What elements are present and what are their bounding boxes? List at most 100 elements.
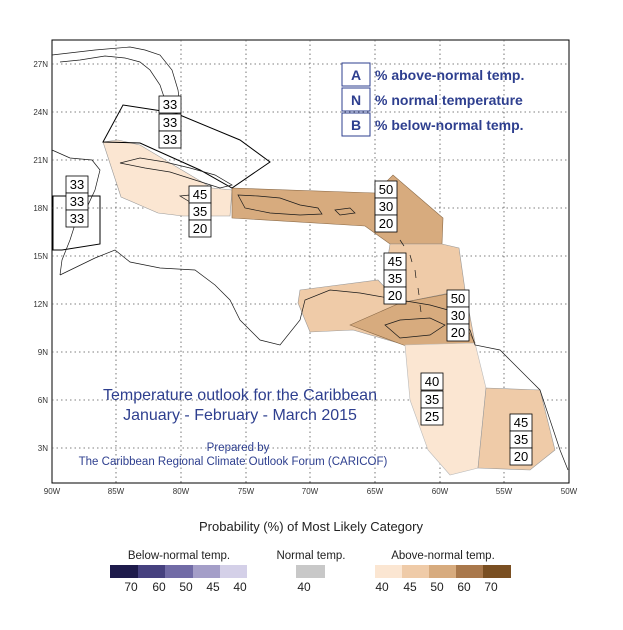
below-normal-label: Below-normal temp. bbox=[128, 550, 230, 562]
below-swatch bbox=[138, 565, 165, 578]
normal-value: 35 bbox=[388, 271, 402, 286]
normal-label: Normal temp. bbox=[276, 550, 345, 562]
above-value: 40 bbox=[425, 374, 439, 389]
key-below-letter: B bbox=[351, 117, 361, 133]
coast-lesser-antilles bbox=[399, 239, 422, 313]
normal-value: 33 bbox=[163, 115, 177, 130]
lon-label: 80W bbox=[173, 487, 190, 496]
lat-label: 24N bbox=[33, 108, 48, 117]
above-swatch bbox=[402, 565, 429, 578]
probability-boxes: 33 33 33 33 33 33 45 35 20 50 30 bbox=[65, 95, 533, 466]
lat-label: 9N bbox=[38, 348, 48, 357]
below-value: 20 bbox=[379, 216, 393, 231]
normal-scale-value: 40 bbox=[297, 580, 311, 594]
above-value: 33 bbox=[163, 97, 177, 112]
below-swatch bbox=[110, 565, 138, 578]
below-scale-value: 60 bbox=[152, 580, 166, 594]
lon-label: 70W bbox=[302, 487, 319, 496]
below-swatch bbox=[220, 565, 247, 578]
above-value: 33 bbox=[70, 177, 84, 192]
below-scale-value: 45 bbox=[206, 580, 220, 594]
below-value: 25 bbox=[425, 409, 439, 424]
above-normal-label: Above-normal temp. bbox=[391, 550, 495, 562]
normal-scale: Normal temp. 40 bbox=[276, 550, 345, 594]
above-swatch bbox=[483, 565, 511, 578]
key-below-text: % below-normal temp. bbox=[375, 117, 524, 133]
lon-label: 50W bbox=[561, 487, 578, 496]
below-swatch bbox=[193, 565, 220, 578]
above-swatch bbox=[429, 565, 456, 578]
key-above-text: % above-normal temp. bbox=[375, 67, 524, 83]
normal-value: 35 bbox=[193, 204, 207, 219]
region-suriname-french-guiana: 45 35 20 bbox=[509, 413, 533, 466]
lon-label: 65W bbox=[367, 487, 384, 496]
coast-hispaniola bbox=[237, 194, 323, 216]
below-swatch bbox=[165, 565, 193, 578]
key-normal-text: % normal temperature bbox=[375, 92, 523, 108]
map-title-line1: Temperature outlook for the Caribbean bbox=[103, 387, 377, 404]
region-bahamas: 33 33 33 bbox=[158, 95, 182, 149]
below-scale-value: 40 bbox=[233, 580, 247, 594]
above-scale-value: 45 bbox=[403, 580, 417, 594]
prepared-by: Prepared by bbox=[207, 442, 270, 454]
above-scale-value: 50 bbox=[430, 580, 444, 594]
lon-label: 90W bbox=[44, 487, 61, 496]
above-swatch bbox=[456, 565, 483, 578]
category-key: A N B % above-normal temp. % normal temp… bbox=[341, 62, 524, 137]
below-scale-value: 50 bbox=[179, 580, 193, 594]
region-bahamas-outline bbox=[102, 104, 271, 189]
coast-trinidad bbox=[384, 317, 446, 339]
lat-label: 18N bbox=[33, 204, 48, 213]
above-value: 45 bbox=[193, 187, 207, 202]
above-swatch bbox=[375, 565, 402, 578]
below-normal-scale: Below-normal temp. 70 60 50 45 40 bbox=[110, 550, 247, 594]
above-value: 50 bbox=[379, 182, 393, 197]
below-value: 20 bbox=[514, 449, 528, 464]
region-guyana-venezuela: 40 35 25 bbox=[420, 372, 444, 426]
lat-label: 27N bbox=[33, 60, 48, 69]
coast-central-america bbox=[59, 249, 449, 346]
coast-south-america bbox=[447, 309, 569, 471]
above-value: 45 bbox=[388, 254, 402, 269]
coast-cuba bbox=[119, 157, 233, 189]
region-lesser-antilles: 45 35 20 bbox=[383, 252, 407, 305]
normal-value: 30 bbox=[451, 308, 465, 323]
lon-label: 60W bbox=[432, 487, 449, 496]
normal-value: 33 bbox=[70, 194, 84, 209]
below-value: 20 bbox=[388, 288, 402, 303]
region-southern-caribbean: 50 30 20 bbox=[446, 289, 470, 342]
forum-name: The Caribbean Regional Climate Outlook F… bbox=[79, 456, 388, 468]
normal-value: 35 bbox=[425, 392, 439, 407]
below-value: 20 bbox=[451, 325, 465, 340]
lon-label: 85W bbox=[108, 487, 125, 496]
lat-label: 15N bbox=[33, 252, 48, 261]
latitude-labels: 27N 24N 21N 18N 15N 12N 9N 6N 3N bbox=[33, 60, 48, 453]
lon-label: 55W bbox=[496, 487, 513, 496]
lat-label: 12N bbox=[33, 300, 48, 309]
above-value: 50 bbox=[451, 291, 465, 306]
region-greater-antilles-east: 50 30 20 bbox=[374, 180, 398, 233]
longitude-labels: 90W 85W 80W 75W 70W 65W 60W 55W 50W bbox=[44, 487, 578, 496]
key-above-letter: A bbox=[351, 67, 361, 83]
coast-yucatan bbox=[51, 149, 101, 276]
normal-value: 30 bbox=[379, 199, 393, 214]
coast-puerto-rico bbox=[334, 207, 356, 216]
above-normal-scale: Above-normal temp. 40 45 50 60 70 bbox=[375, 550, 511, 594]
region-jamaica: 45 35 20 bbox=[188, 185, 212, 238]
lon-label: 75W bbox=[238, 487, 255, 496]
below-value: 33 bbox=[70, 211, 84, 226]
above-value: 45 bbox=[514, 415, 528, 430]
below-value: 33 bbox=[163, 132, 177, 147]
above-scale-value: 40 bbox=[375, 580, 389, 594]
below-value: 20 bbox=[193, 221, 207, 236]
below-scale-value: 70 bbox=[124, 580, 138, 594]
key-normal-letter: N bbox=[351, 92, 361, 108]
above-scale-value: 60 bbox=[457, 580, 471, 594]
normal-swatch bbox=[296, 565, 325, 578]
lat-label: 6N bbox=[38, 396, 48, 405]
lat-label: 21N bbox=[33, 156, 48, 165]
normal-value: 35 bbox=[514, 432, 528, 447]
above-scale-value: 70 bbox=[484, 580, 498, 594]
lat-label: 3N bbox=[38, 444, 48, 453]
